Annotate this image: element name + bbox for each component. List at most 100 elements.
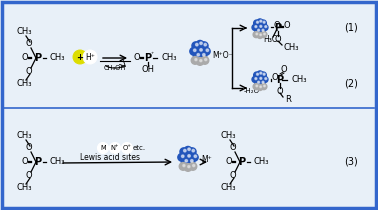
Circle shape [257, 24, 263, 30]
Text: CH₃: CH₃ [254, 158, 270, 167]
Circle shape [196, 58, 204, 65]
Circle shape [200, 49, 202, 51]
Circle shape [258, 29, 260, 31]
Circle shape [261, 84, 267, 90]
Text: ⁺: ⁺ [151, 52, 154, 58]
Circle shape [83, 50, 97, 64]
Circle shape [254, 72, 260, 78]
Text: (3): (3) [344, 157, 358, 167]
Text: CH₃: CH₃ [284, 43, 299, 52]
Text: (2): (2) [344, 78, 358, 88]
Circle shape [265, 78, 267, 80]
Circle shape [194, 155, 197, 158]
Text: O: O [22, 54, 28, 63]
Circle shape [200, 59, 202, 62]
Circle shape [191, 154, 198, 161]
Text: +: + [76, 52, 84, 62]
Text: O: O [277, 87, 284, 96]
Circle shape [259, 28, 265, 34]
Circle shape [193, 164, 195, 167]
Circle shape [121, 143, 133, 154]
Circle shape [181, 155, 184, 158]
Circle shape [253, 32, 259, 38]
Circle shape [203, 47, 210, 55]
Circle shape [184, 146, 192, 154]
Circle shape [179, 163, 187, 170]
Circle shape [181, 158, 189, 166]
Text: O: O [26, 39, 32, 49]
Circle shape [73, 50, 87, 64]
Text: CH₃: CH₃ [16, 131, 32, 140]
Circle shape [262, 29, 264, 31]
Circle shape [194, 52, 201, 60]
Text: CH₃: CH₃ [16, 184, 32, 193]
Text: etc.: etc. [133, 145, 146, 151]
Circle shape [263, 21, 265, 23]
Circle shape [257, 19, 263, 25]
Circle shape [257, 71, 263, 77]
Text: O: O [284, 21, 291, 30]
Text: O: O [26, 143, 32, 152]
Text: P: P [239, 157, 246, 167]
Circle shape [265, 26, 267, 28]
Circle shape [255, 78, 257, 80]
Text: P: P [274, 23, 282, 33]
Circle shape [254, 20, 260, 26]
Text: H⁺: H⁺ [85, 52, 95, 62]
Circle shape [256, 85, 258, 87]
Circle shape [260, 86, 262, 88]
Text: O: O [230, 143, 236, 152]
Circle shape [188, 155, 190, 157]
Circle shape [204, 58, 207, 61]
Circle shape [187, 158, 195, 166]
Circle shape [203, 54, 205, 56]
Text: O⁺: O⁺ [122, 145, 132, 151]
Circle shape [192, 149, 195, 152]
Circle shape [253, 84, 259, 90]
Text: CH₃: CH₃ [50, 54, 65, 63]
Circle shape [188, 148, 190, 151]
Circle shape [260, 20, 266, 26]
Circle shape [184, 153, 192, 161]
Circle shape [260, 72, 266, 78]
Text: Lewis acid sites: Lewis acid sites [80, 154, 140, 163]
Circle shape [257, 21, 259, 23]
Circle shape [188, 148, 196, 156]
Circle shape [204, 43, 206, 46]
Circle shape [257, 84, 263, 91]
Circle shape [200, 42, 208, 50]
Circle shape [195, 58, 197, 61]
Circle shape [184, 149, 186, 152]
Circle shape [262, 81, 264, 83]
Text: (1): (1) [344, 23, 358, 33]
Text: CH₃: CH₃ [291, 75, 307, 84]
Circle shape [196, 47, 204, 55]
Text: O: O [22, 158, 28, 167]
Text: O: O [26, 172, 32, 181]
Circle shape [110, 143, 121, 154]
Circle shape [199, 52, 207, 60]
Text: O: O [281, 66, 287, 75]
Circle shape [252, 24, 258, 30]
Circle shape [194, 49, 196, 51]
Circle shape [260, 72, 262, 74]
Circle shape [263, 73, 265, 75]
Circle shape [191, 56, 199, 64]
Text: P: P [34, 157, 42, 167]
Text: M⁺: M⁺ [201, 155, 212, 164]
Text: O: O [230, 172, 236, 181]
Circle shape [190, 47, 198, 55]
Circle shape [252, 76, 258, 83]
Circle shape [180, 148, 187, 156]
Text: O: O [26, 67, 32, 76]
Text: P: P [144, 53, 152, 63]
Text: M: M [100, 145, 106, 151]
Text: N⁺: N⁺ [111, 145, 119, 151]
Text: CH₃: CH₃ [50, 158, 65, 167]
Text: CH₃: CH₃ [16, 28, 32, 37]
Circle shape [191, 160, 193, 162]
Text: OH: OH [141, 66, 155, 75]
Circle shape [261, 32, 267, 38]
Circle shape [188, 165, 190, 168]
Circle shape [262, 76, 268, 83]
